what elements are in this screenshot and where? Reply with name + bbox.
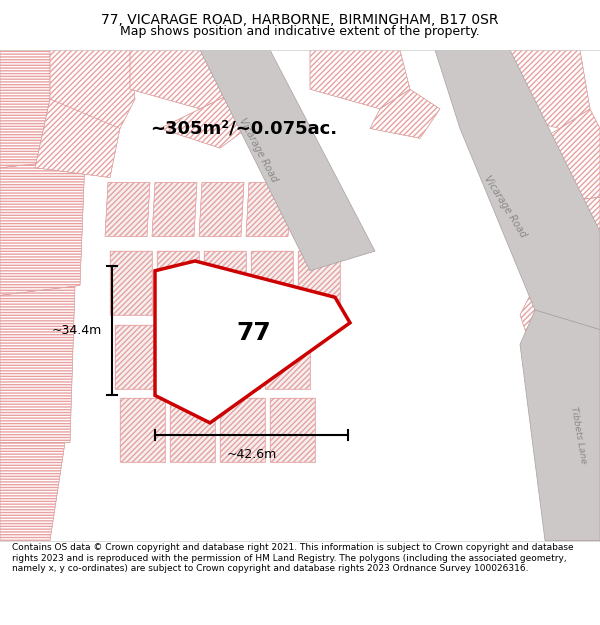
Polygon shape bbox=[510, 198, 600, 295]
Text: Map shows position and indicative extent of the property.: Map shows position and indicative extent… bbox=[120, 24, 480, 38]
Text: ~42.6m: ~42.6m bbox=[226, 448, 277, 461]
Polygon shape bbox=[520, 310, 600, 541]
Text: Vicarage Road: Vicarage Road bbox=[237, 116, 279, 184]
Polygon shape bbox=[0, 158, 85, 295]
Polygon shape bbox=[157, 251, 199, 315]
Polygon shape bbox=[545, 432, 600, 511]
Polygon shape bbox=[110, 251, 152, 315]
Text: 77, VICARAGE ROAD, HARBORNE, BIRMINGHAM, B17 0SR: 77, VICARAGE ROAD, HARBORNE, BIRMINGHAM,… bbox=[101, 12, 499, 26]
Polygon shape bbox=[555, 501, 600, 541]
Polygon shape bbox=[0, 50, 100, 168]
Text: Tibbets Lane: Tibbets Lane bbox=[569, 406, 587, 464]
Polygon shape bbox=[265, 325, 310, 389]
Polygon shape bbox=[170, 398, 215, 462]
Polygon shape bbox=[310, 50, 410, 109]
Polygon shape bbox=[155, 261, 350, 423]
Polygon shape bbox=[220, 398, 265, 462]
Text: Contains OS data © Crown copyright and database right 2021. This information is : Contains OS data © Crown copyright and d… bbox=[12, 543, 574, 573]
Polygon shape bbox=[246, 182, 291, 236]
Polygon shape bbox=[130, 50, 240, 109]
Polygon shape bbox=[115, 325, 160, 389]
Text: 77: 77 bbox=[236, 321, 271, 345]
Polygon shape bbox=[35, 99, 120, 178]
Polygon shape bbox=[200, 50, 375, 271]
Polygon shape bbox=[204, 251, 246, 315]
Polygon shape bbox=[199, 182, 244, 236]
Polygon shape bbox=[520, 286, 600, 374]
Polygon shape bbox=[370, 89, 440, 138]
Polygon shape bbox=[535, 364, 600, 442]
Polygon shape bbox=[120, 398, 165, 462]
Polygon shape bbox=[251, 251, 293, 315]
Polygon shape bbox=[270, 398, 315, 462]
Polygon shape bbox=[165, 325, 210, 389]
Polygon shape bbox=[435, 50, 600, 329]
Text: Vicarage Road: Vicarage Road bbox=[482, 174, 528, 240]
Polygon shape bbox=[0, 442, 65, 541]
Polygon shape bbox=[490, 109, 600, 207]
Polygon shape bbox=[215, 325, 260, 389]
Polygon shape bbox=[293, 182, 338, 236]
Polygon shape bbox=[160, 89, 260, 148]
Text: ~305m²/~0.075ac.: ~305m²/~0.075ac. bbox=[150, 119, 337, 138]
Polygon shape bbox=[50, 50, 135, 129]
Polygon shape bbox=[105, 182, 150, 236]
Text: ~34.4m: ~34.4m bbox=[52, 324, 102, 337]
Polygon shape bbox=[152, 182, 197, 236]
Polygon shape bbox=[0, 286, 75, 442]
Polygon shape bbox=[298, 251, 340, 315]
Polygon shape bbox=[480, 50, 590, 129]
